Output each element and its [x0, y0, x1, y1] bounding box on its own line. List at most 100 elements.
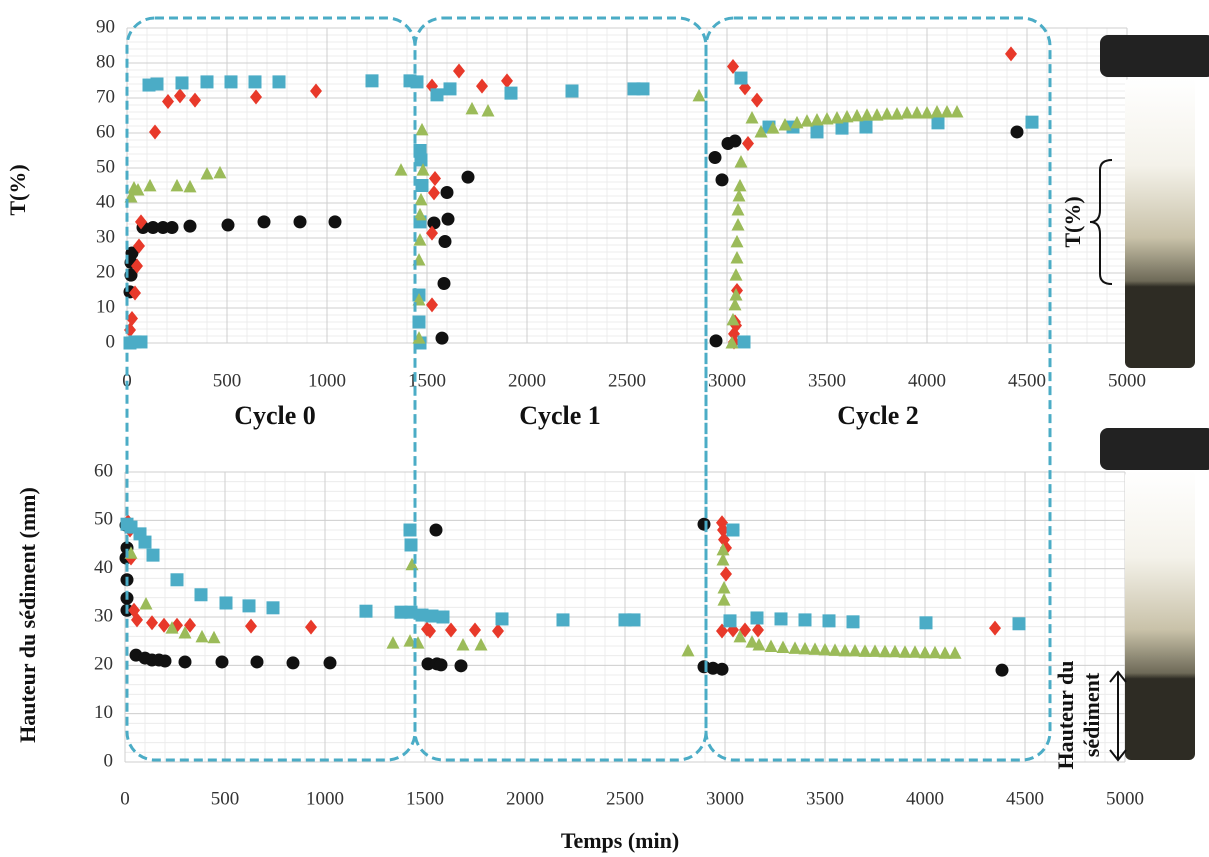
point: [776, 640, 790, 653]
point: [501, 73, 513, 89]
cycle-frames: [125, 16, 1052, 762]
point: [636, 82, 650, 96]
x-tick-label: 1000: [306, 788, 344, 809]
x-tick-label: 1500: [408, 370, 446, 391]
point: [139, 596, 153, 610]
y-tick-label: 50: [94, 509, 113, 530]
point: [950, 105, 964, 118]
point: [860, 108, 874, 121]
point: [716, 542, 730, 556]
point: [189, 92, 201, 108]
point: [250, 89, 262, 105]
point: [424, 623, 436, 639]
point: [731, 203, 745, 216]
point: [995, 663, 1009, 677]
point: [910, 106, 924, 119]
point: [627, 613, 641, 627]
bracket: [1089, 159, 1113, 285]
point: [481, 103, 495, 117]
y-tick-label: 40: [94, 557, 113, 578]
point: [930, 105, 944, 118]
point: [310, 83, 322, 99]
point: [692, 88, 706, 102]
point: [798, 613, 812, 627]
point: [365, 74, 379, 88]
point: [413, 207, 427, 221]
point: [440, 186, 454, 199]
point: [428, 185, 440, 201]
point: [266, 601, 280, 615]
tube: [1125, 78, 1195, 368]
x-tick-label: 1500: [406, 788, 444, 809]
cycle-label: Cycle 0: [234, 401, 316, 430]
point: [414, 192, 428, 206]
tube-label: Hauteur du: [1053, 660, 1078, 769]
point: [697, 517, 711, 531]
point: [415, 179, 429, 192]
point: [143, 178, 157, 192]
point: [681, 643, 695, 657]
double-arrow: [1109, 670, 1127, 762]
point: [456, 638, 470, 651]
point: [878, 644, 892, 658]
point: [453, 63, 465, 79]
point: [774, 612, 788, 626]
point: [928, 645, 942, 659]
point: [156, 221, 170, 234]
point: [195, 629, 209, 643]
point: [850, 108, 864, 122]
point: [437, 277, 451, 290]
point: [838, 643, 852, 657]
point: [754, 124, 768, 138]
point: [800, 114, 814, 127]
point: [733, 178, 747, 192]
point: [146, 221, 160, 234]
point: [726, 312, 740, 326]
point: [215, 655, 229, 669]
point: [723, 614, 737, 628]
point: [394, 163, 408, 176]
x-axis-label: Temps (min): [561, 828, 679, 853]
point: [257, 215, 271, 229]
y-tick-label: 80: [96, 51, 115, 72]
x-tick-label: 500: [211, 788, 240, 809]
point: [413, 233, 427, 246]
point: [730, 234, 744, 248]
point: [730, 250, 744, 264]
point: [820, 112, 834, 125]
point: [305, 619, 317, 635]
point: [183, 179, 197, 193]
point: [219, 596, 233, 610]
point: [131, 183, 145, 196]
minor-grid: [125, 28, 1127, 762]
point: [764, 639, 778, 652]
point: [438, 235, 452, 248]
tube: [1125, 470, 1195, 760]
point: [476, 78, 488, 94]
point: [445, 622, 457, 638]
point: [430, 88, 444, 102]
point: [920, 106, 934, 119]
point: [410, 75, 424, 89]
point: [133, 238, 145, 254]
point: [134, 335, 148, 349]
point: [880, 107, 894, 120]
x-tick-label: 4000: [908, 370, 946, 391]
point: [359, 604, 373, 618]
point: [405, 557, 419, 571]
point: [162, 94, 174, 109]
point: [170, 573, 184, 587]
point: [828, 643, 842, 656]
x-tick-label: 0: [120, 788, 130, 809]
point: [752, 622, 764, 638]
point: [565, 84, 579, 98]
point: [716, 552, 730, 566]
point: [720, 566, 732, 582]
point: [734, 155, 748, 168]
point: [745, 110, 759, 124]
point: [434, 658, 448, 672]
point: [734, 71, 748, 85]
y-tick-label: 90: [96, 16, 115, 37]
point: [835, 121, 849, 135]
